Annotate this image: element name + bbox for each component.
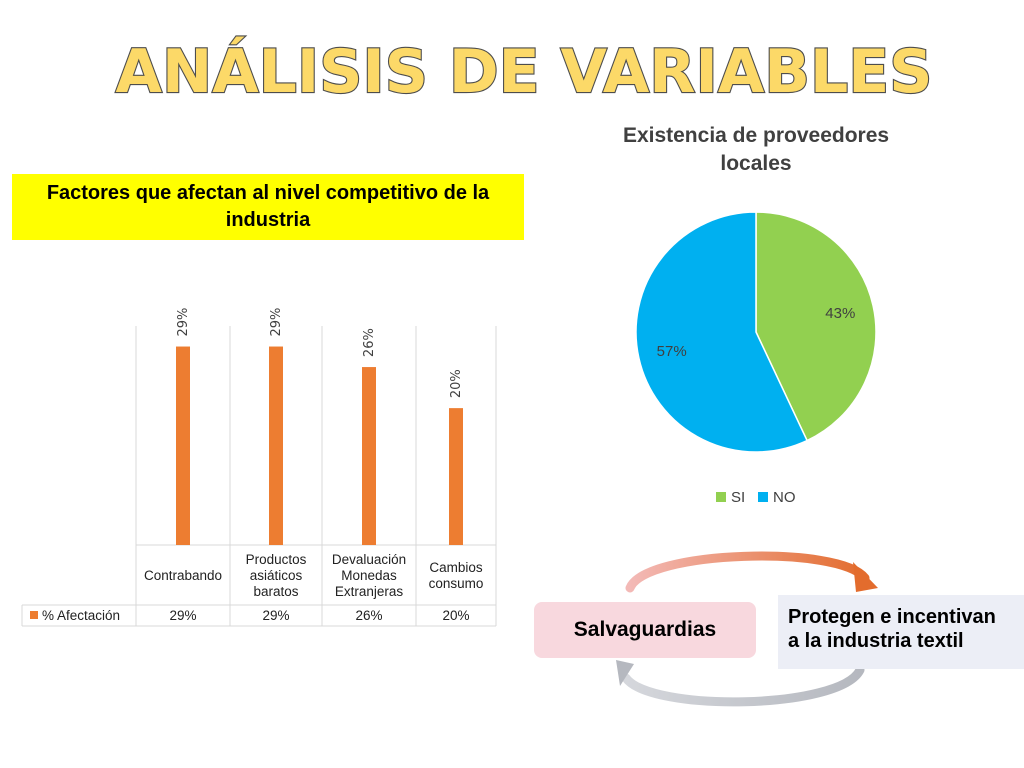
- table-value-0: 29%: [169, 608, 196, 623]
- pie-title-line2: locales: [720, 152, 791, 175]
- protegen-line1: Protegen e incentivan: [788, 606, 996, 628]
- bar-1: [269, 346, 283, 545]
- table-value-2: 26%: [355, 608, 382, 623]
- table-value-3: 20%: [442, 608, 469, 623]
- pie-legend-label-no: NO: [773, 489, 796, 506]
- cycle-arrowhead-bottom: [616, 660, 634, 686]
- pie-slice-si: [755, 211, 877, 442]
- bar-section-title: Factores que afectan al nivel competitiv…: [12, 174, 524, 240]
- bar-data-label-3: 20%: [449, 369, 464, 398]
- protegen-line2: a la industria textil: [788, 630, 964, 652]
- bar-data-label-2: 26%: [362, 328, 377, 357]
- pie-legend-label-si: SI: [731, 489, 745, 506]
- bar-section-title-text: Factores que afectan al nivel competitiv…: [46, 182, 490, 231]
- bar-data-label-1: 29%: [269, 308, 284, 337]
- table-legend-label: % Afectación: [42, 608, 120, 623]
- cycle-arrowhead-top: [853, 562, 878, 592]
- pie-slice-no: [635, 211, 809, 453]
- pie-legend-swatch-si: [716, 492, 726, 502]
- table-value-1: 29%: [262, 608, 289, 623]
- bar-2: [362, 367, 376, 545]
- pie-data-label-si: 43%: [825, 305, 855, 322]
- salvaguardias-label: Salvaguardias: [573, 618, 717, 641]
- table-legend-swatch: [30, 611, 38, 619]
- cycle-arrow-top: [625, 551, 870, 593]
- bar-data-label-0: 29%: [176, 308, 191, 337]
- pie-legend-swatch-no: [758, 492, 768, 502]
- page-title: ANÁLISIS DE VARIABLES: [0, 30, 1024, 110]
- bar-chart: 29% Contrabando 29% 29% Productos asiáticos ba…: [21, 308, 497, 627]
- pie-chart: Existencia de proveedores locales 43% 57% SI…: [623, 124, 889, 506]
- category-label-0: Contrabando: [144, 568, 222, 583]
- pie-title-line1: Existencia de proveedores: [623, 124, 889, 147]
- category-label-1: Productos asiáticos baratos: [246, 552, 307, 599]
- category-label-2: Devaluación Monedas Extranjeras: [332, 552, 406, 599]
- bar-0: [176, 346, 190, 545]
- page-title-text: ANÁLISIS DE VARIABLES: [116, 36, 933, 107]
- cycle-arrows: [616, 551, 878, 707]
- salvaguardias-cycle: Salvaguardias Protegen e incentivan a la…: [520, 540, 1024, 720]
- category-label-3: Cambios consumo: [429, 560, 484, 591]
- pie-data-label-no: 57%: [657, 343, 687, 360]
- bar-3: [449, 408, 463, 545]
- cycle-arrow-bottom: [621, 665, 865, 707]
- protegen-box: Protegen e incentivan a la industria tex…: [778, 595, 1024, 669]
- salvaguardias-box: Salvaguardias: [534, 602, 756, 658]
